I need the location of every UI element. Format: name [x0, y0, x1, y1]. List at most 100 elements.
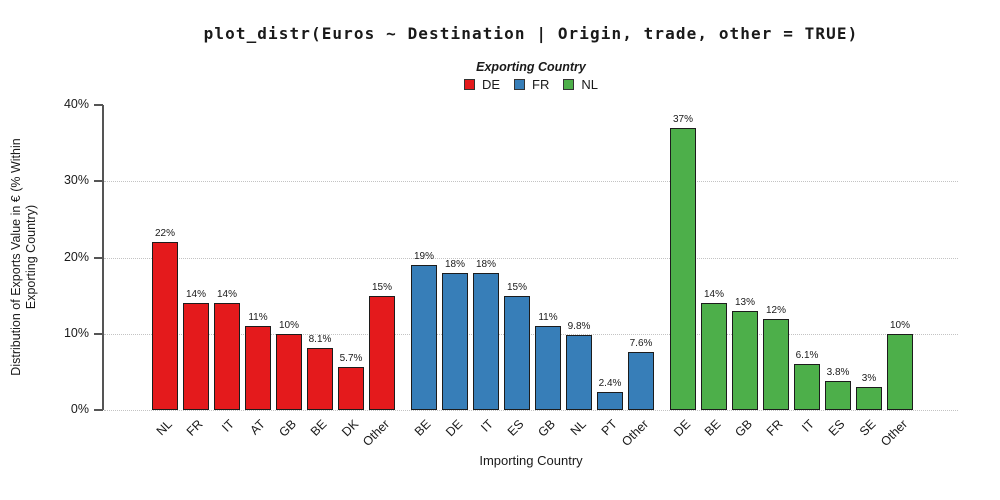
bar-value-label: 10%	[889, 319, 911, 331]
y-axis-title-line2: Exporting Country)	[24, 204, 38, 310]
bar-slot: 22% NL	[152, 228, 178, 438]
y-tick-label-20: 20%	[63, 249, 89, 264]
bar-fr-pt	[597, 391, 623, 410]
bar-value-label: 19%	[413, 251, 435, 263]
bar-value-label: 15%	[371, 281, 393, 293]
x-tick-label: IT	[799, 417, 817, 435]
bar-slot: 6.1% IT	[794, 350, 820, 435]
bar-slot: 3.8% ES	[825, 367, 851, 439]
x-tick-label: NL	[567, 417, 589, 439]
y-tick-40	[94, 104, 103, 106]
x-tick-label: GB	[732, 417, 755, 440]
bar-de-at	[245, 326, 271, 410]
x-axis-title: Importing Country	[479, 453, 583, 468]
x-tick-label: ES	[505, 417, 527, 439]
bar-slot: 15% ES	[504, 282, 530, 439]
bar-value-label: 3%	[861, 373, 877, 385]
bar-group-nl: 37% DE 14% BE 13% GB 12% FR 6.1% IT 3.8% ES 3% SE 10% O…	[670, 114, 913, 449]
bar-value-label: 8.1%	[308, 334, 332, 346]
x-tick-label: Other	[877, 417, 910, 450]
legend-swatch-de-icon	[463, 79, 475, 90]
y-tick-label-40: 40%	[63, 97, 89, 111]
legend-title: Exporting Country	[476, 60, 586, 74]
bar-value-label: 13%	[734, 296, 756, 308]
x-tick-label: PT	[598, 417, 620, 439]
bar-de-fr	[183, 303, 209, 410]
y-tick-0	[94, 409, 103, 411]
bar-value-label: 14%	[703, 289, 725, 301]
bar-value-label: 10%	[278, 319, 300, 331]
bar-value-label: 12%	[765, 304, 787, 316]
bar-slot: 8.1% BE	[307, 334, 333, 439]
x-tick-label: GB	[535, 417, 558, 440]
bar-slot: 5.7% DK	[338, 353, 364, 439]
bar-value-label: 18%	[475, 258, 497, 270]
bar-slot: 19% BE	[411, 251, 437, 439]
bar-slot: 15% Other	[360, 282, 395, 449]
bar-slot: 10% Other	[878, 320, 913, 449]
bar-nl-be	[701, 303, 727, 410]
bar-de-gb	[276, 333, 302, 410]
bar-fr-nl	[566, 335, 592, 410]
bars-row: 22% NL 14% FR 14% IT 11% AT 10% GB 8.1% BE 5.7% DK 15%…	[152, 114, 913, 449]
bar-value-label: 14%	[216, 289, 238, 301]
bar-nl-gb	[732, 310, 758, 410]
bar-value-label: 18%	[444, 258, 466, 270]
bar-slot: 14% FR	[183, 289, 209, 439]
legend: Exporting Country DE FR NL	[104, 60, 958, 92]
bar-value-label: 11%	[248, 312, 268, 324]
bar-group-fr: 19% BE 18% DE 18% IT 15% ES 11% GB 9.8% NL 2.4% PT 7.6…	[411, 251, 654, 449]
bar-value-label: 14%	[185, 289, 207, 301]
bar-value-label: 2.4%	[598, 377, 622, 389]
bar-fr-be	[411, 265, 437, 410]
y-tick-10	[94, 332, 103, 335]
bar-nl-other	[887, 333, 913, 410]
x-tick-label: IT	[219, 417, 237, 435]
plot-area: 22% NL 14% FR 14% IT 11% AT 10% GB 8.1% BE 5.7% DK 15%…	[64, 97, 958, 449]
gridline-10	[104, 333, 958, 335]
bar-value-label: 15%	[506, 281, 528, 293]
bar-nl-fr	[763, 318, 789, 410]
y-tick-label-0: 0%	[70, 402, 89, 416]
bar-de-be	[307, 348, 333, 410]
x-tick-label: BE	[412, 417, 434, 439]
bar-slot: 14% IT	[214, 289, 240, 435]
bar-value-label: 5.7%	[339, 352, 363, 364]
chart-title: plot_distr(Euros ~ Destination | Origin,…	[203, 24, 859, 43]
y-tick-label-10: 10%	[63, 325, 89, 340]
x-tick-label: BE	[308, 417, 330, 439]
bar-value-label: 6.1%	[795, 349, 819, 361]
x-tick-label: SE	[857, 417, 879, 439]
bar-slot: 12% FR	[763, 305, 789, 439]
x-tick-label: BE	[702, 417, 724, 439]
y-axis-title: Distribution of Exports Value in € (% Wi…	[9, 138, 39, 375]
bar-fr-es	[504, 295, 530, 410]
legend-items: DE FR NL	[104, 77, 958, 92]
x-tick-label: FR	[184, 417, 206, 439]
bar-de-nl	[152, 242, 178, 410]
bar-group-de: 22% NL 14% FR 14% IT 11% AT 10% GB 8.1% BE 5.7% DK 15%…	[152, 228, 395, 449]
bar-de-other	[369, 295, 395, 410]
x-tick-label: Other	[618, 417, 651, 450]
x-tick-label: NL	[153, 417, 175, 439]
legend-item-de: DE	[463, 77, 501, 92]
bar-value-label: 37%	[672, 113, 694, 125]
bar-slot: 9.8% NL	[566, 321, 592, 438]
y-tick-20	[94, 256, 103, 259]
gridline-30	[104, 181, 958, 183]
bar-fr-it	[473, 272, 499, 410]
bar-nl-de	[670, 127, 696, 410]
bar-fr-gb	[535, 326, 561, 410]
bar-slot: 37% DE	[670, 114, 696, 439]
bar-slot: 2.4% PT	[597, 378, 623, 438]
legend-item-nl: NL	[563, 77, 598, 92]
bar-de-dk	[338, 366, 364, 410]
x-tick-label: GB	[276, 417, 299, 440]
y-axis-title-line1: Distribution of Exports Value in € (% Wi…	[9, 138, 23, 376]
legend-label-de: DE	[481, 77, 501, 92]
x-tick-label: DE	[442, 417, 465, 440]
legend-swatch-fr-icon	[514, 79, 526, 90]
legend-swatch-nl-icon	[563, 79, 575, 90]
bar-fr-other	[628, 352, 654, 410]
bar-value-label: 7.6%	[629, 338, 653, 350]
